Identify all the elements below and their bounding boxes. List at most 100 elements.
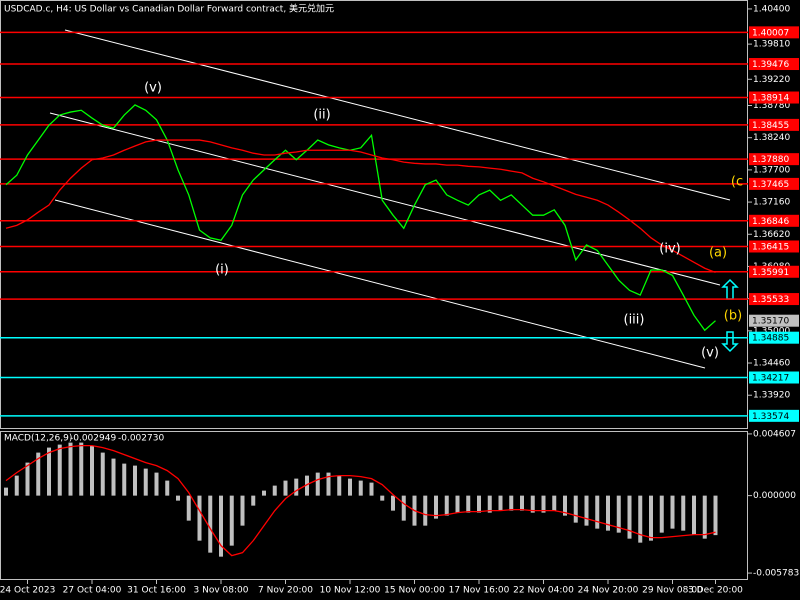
y-tick-label: 1.37700: [753, 165, 790, 175]
histogram-bar: [154, 472, 159, 496]
histogram-bar: [57, 444, 62, 496]
histogram-bar: [176, 495, 180, 501]
histogram-bar: [326, 472, 331, 496]
histogram-bar: [68, 442, 73, 496]
histogram-bar: [487, 495, 492, 513]
histogram-bar: [283, 480, 288, 496]
histogram-bar: [530, 495, 535, 513]
histogram-bar: [4, 487, 8, 496]
level-label: 1.34885: [752, 334, 789, 344]
histogram-bar: [401, 495, 406, 521]
channel-line: [64, 29, 731, 201]
y-tick-label: -0.005783: [753, 569, 799, 579]
wave-label: (iv): [659, 242, 680, 257]
histogram-bar: [122, 463, 127, 496]
histogram-bar: [294, 478, 299, 496]
x-tick-label: 27 Oct 04:00: [63, 586, 122, 596]
channel-line: [49, 112, 721, 286]
histogram-bar: [272, 485, 277, 496]
level-box: [749, 58, 799, 71]
wave-label: (a): [709, 246, 727, 261]
histogram-bar: [36, 452, 41, 496]
wave-label: (v): [144, 81, 162, 96]
histogram-bar: [584, 495, 589, 526]
y-tick-label: 1.39220: [753, 75, 790, 85]
histogram-bar: [305, 475, 309, 496]
level-label: 1.35533: [752, 295, 789, 305]
y-tick-label: 1.38780: [753, 101, 790, 111]
level-box: [749, 214, 799, 227]
histogram-bar: [638, 495, 643, 543]
level-box: [749, 409, 799, 422]
x-tick-label: 7 Nov 20:00: [258, 586, 313, 596]
series-line: [5, 139, 716, 274]
series-line: [5, 444, 716, 557]
level-box: [749, 26, 799, 39]
level-label: 1.34217: [752, 374, 789, 384]
down-arrow: [721, 331, 739, 353]
histogram-bar: [348, 478, 352, 496]
macd-title: MACD(12,26,9): [4, 434, 72, 444]
wave-label: (ii): [313, 108, 330, 123]
histogram-bar: [681, 495, 686, 531]
x-tick-label: 22 Nov 04:00: [513, 586, 574, 596]
x-tick-label: 10 Nov 12:00: [320, 586, 381, 596]
histogram-bar: [573, 495, 578, 523]
main-panel-frame: [0, 0, 748, 429]
level-label: 1.36415: [752, 242, 789, 252]
histogram-bar: [541, 495, 546, 513]
histogram-bar: [627, 495, 632, 539]
histogram-bar: [251, 495, 256, 506]
x-tick-label: 24 Oct 2023: [0, 586, 55, 596]
histogram-bar: [509, 495, 514, 511]
histogram-bar: [659, 495, 664, 533]
histogram-bar: [100, 452, 105, 496]
macd-value: -0.002949: [70, 434, 116, 444]
wave-label: (b): [724, 309, 742, 324]
histogram-bar: [520, 495, 524, 511]
level-label: 1.33574: [752, 412, 789, 422]
histogram-bar: [219, 495, 223, 557]
y-tick-label: 1.34460: [753, 359, 790, 369]
y-tick-label: 0.000000: [753, 491, 796, 501]
histogram-bar: [498, 495, 503, 511]
level-box: [749, 177, 799, 190]
x-tick-label: 24 Nov 20:00: [578, 586, 639, 596]
histogram-bar: [434, 495, 438, 519]
histogram-bar: [477, 495, 481, 513]
histogram-bar: [337, 475, 342, 496]
histogram-bar: [208, 495, 213, 553]
level-label: 1.38455: [752, 121, 789, 131]
histogram-bar: [552, 495, 557, 511]
y-tick-label: 1.39810: [753, 40, 790, 50]
level-box: [749, 153, 799, 166]
histogram-bar: [186, 495, 191, 521]
histogram-bar: [79, 442, 84, 496]
histogram-bar: [692, 495, 696, 535]
histogram-bar: [315, 472, 320, 496]
histogram-bar: [358, 480, 363, 496]
wave-label: (i): [215, 263, 229, 278]
x-tick-label: 29 Nov 08:00: [642, 586, 703, 596]
wave-label: (c: [731, 175, 743, 190]
current-price-label: 1.35170: [752, 317, 789, 327]
level-label: 1.37465: [752, 180, 789, 190]
y-tick-label: 1.38240: [753, 133, 790, 143]
histogram-bar: [649, 495, 653, 541]
macd-signal-value: -0.002730: [118, 434, 164, 444]
histogram-bar: [240, 495, 245, 526]
level-label: 1.39476: [752, 60, 789, 70]
x-tick-label: 31 Oct 16:00: [127, 586, 186, 596]
histogram-bar: [197, 495, 202, 541]
macd-panel-frame: [0, 431, 748, 580]
histogram-bar: [713, 495, 718, 536]
series-line: [5, 104, 716, 332]
histogram-bar: [380, 495, 385, 501]
level-label: 1.40007: [752, 28, 789, 38]
y-tick-label: 0.004607: [753, 429, 796, 439]
histogram-bar: [369, 482, 374, 496]
histogram-bar: [90, 445, 94, 496]
histogram-bar: [165, 480, 170, 496]
level-label: 1.38914: [752, 94, 789, 104]
